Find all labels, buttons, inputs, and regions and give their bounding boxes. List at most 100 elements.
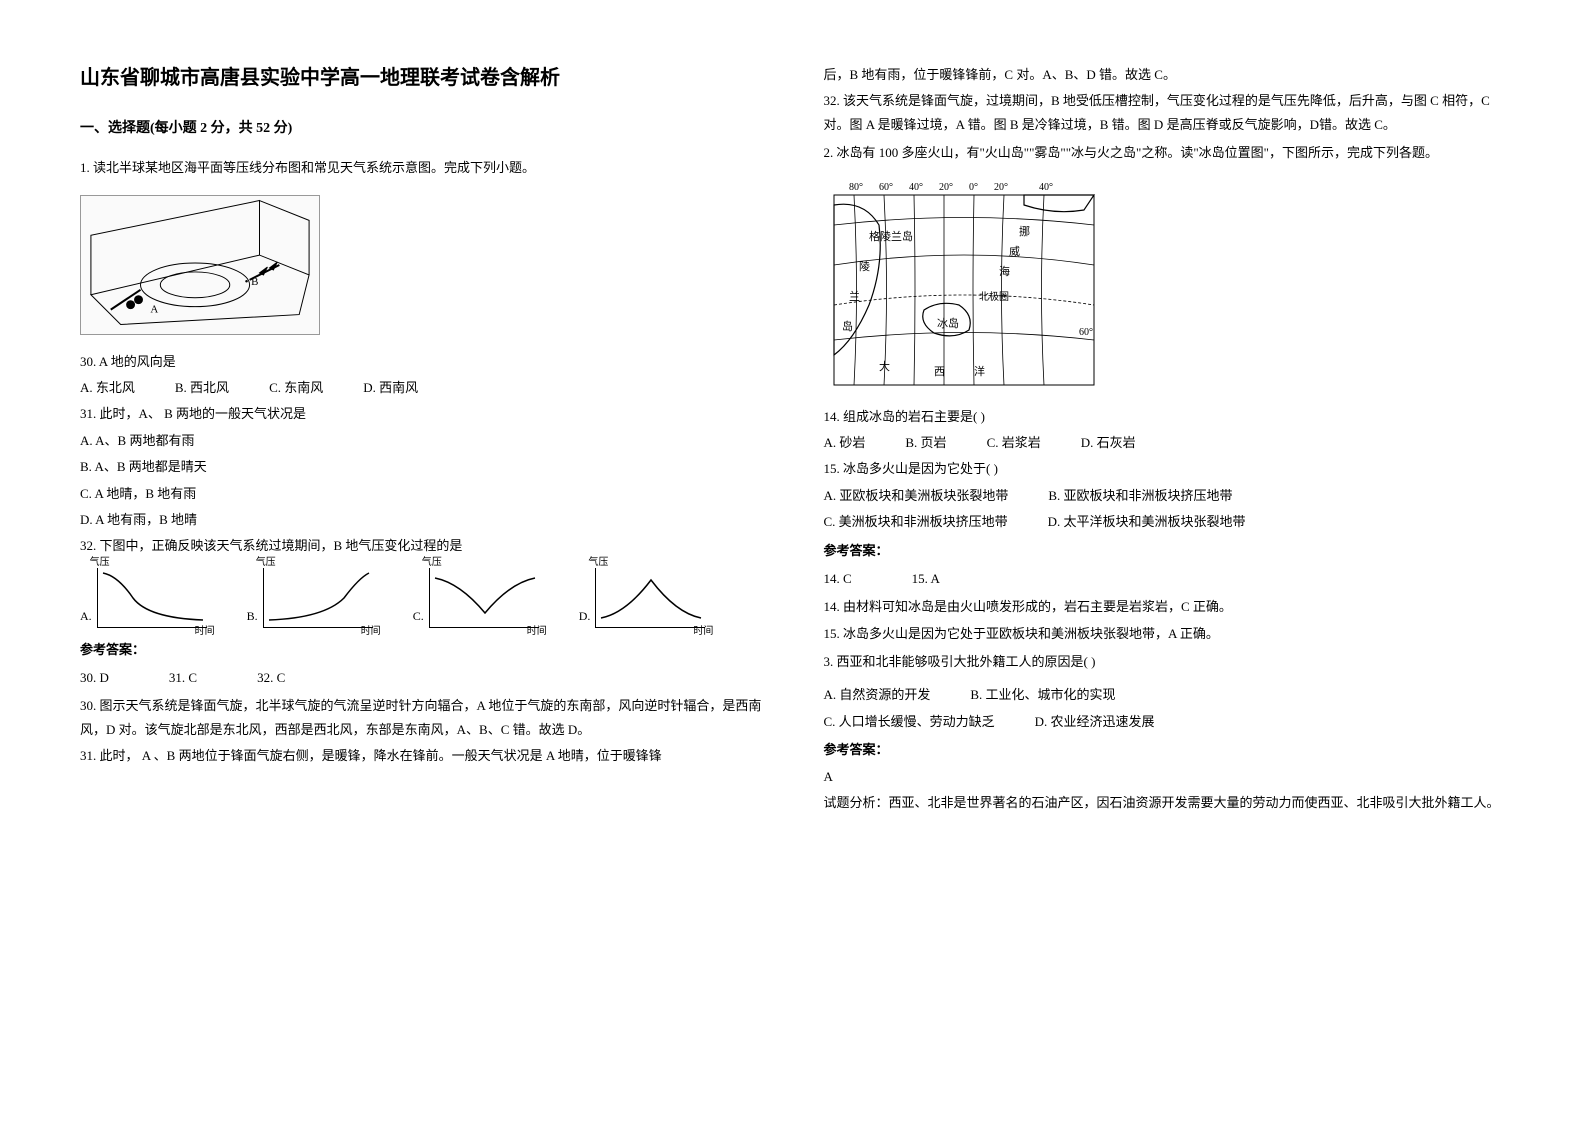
chart-b-label: B. bbox=[247, 606, 258, 628]
ans-31: 31. C bbox=[169, 666, 197, 689]
q30-opt-b: B. 西北风 bbox=[175, 376, 229, 399]
q15-opt-d: D. 太平洋板块和美洲板块张裂地带 bbox=[1048, 510, 1246, 533]
q3-opt-d: D. 农业经济迅速发展 bbox=[1035, 710, 1155, 733]
q31-opt-d: D. A 地有雨，B 地晴 bbox=[80, 508, 764, 531]
curve-a bbox=[103, 573, 203, 620]
lon-40: 40° bbox=[909, 182, 923, 193]
atlantic-3: 洋 bbox=[974, 364, 985, 378]
curve-b bbox=[269, 573, 369, 620]
q30-opt-a: A. 东北风 bbox=[80, 376, 135, 399]
chart-y-axis: 气压 bbox=[256, 554, 276, 572]
q3-opt-a: A. 自然资源的开发 bbox=[824, 683, 931, 706]
q3-opt-b: B. 工业化、城市化的实现 bbox=[970, 683, 1115, 706]
q3-answer-header: 参考答案： bbox=[824, 738, 1508, 761]
q3-opt-c: C. 人口增长缓慢、劳动力缺乏 bbox=[824, 710, 995, 733]
chart-x-axis: 时间 bbox=[195, 623, 215, 641]
ans-30: 30. D bbox=[80, 666, 109, 689]
q14-text: 14. 组成冰岛的岩石主要是( ) bbox=[824, 405, 1508, 428]
chart-a-label: A. bbox=[80, 606, 92, 628]
exp-30: 30. 图示天气系统是锋面气旋，北半球气旋的气流呈逆时针方向辐合，A 地位于气旋… bbox=[80, 694, 764, 741]
atlantic-2: 西 bbox=[934, 366, 945, 378]
q1-answers: 30. D 31. C 32. C bbox=[80, 666, 764, 689]
q30-options: A. 东北风 B. 西北风 C. 东南风 D. 西南风 bbox=[80, 376, 764, 399]
q3-intro: 3. 西亚和北非能够吸引大批外籍工人的原因是( ) bbox=[824, 650, 1508, 673]
lon-20: 20° bbox=[939, 182, 953, 193]
chart-c: C. 气压 时间 bbox=[413, 568, 539, 628]
q14-opt-a: A. 砂岩 bbox=[824, 431, 866, 454]
q2-intro: 2. 冰岛有 100 多座火山，有"火山岛""雾岛""冰与火之岛"之称。读"冰岛… bbox=[824, 141, 1508, 164]
greenland-label: 格陵兰岛 bbox=[869, 229, 913, 243]
svg-text:海: 海 bbox=[999, 264, 1010, 278]
curve-c bbox=[435, 578, 535, 613]
svg-text:兰: 兰 bbox=[849, 290, 860, 303]
lon-80: 80° bbox=[849, 182, 863, 193]
q15-text: 15. 冰岛多火山是因为它处于( ) bbox=[824, 457, 1508, 480]
iceland-label: 冰岛 bbox=[937, 316, 959, 330]
exp-15: 15. 冰岛多火山是因为它处于亚欧板块和美洲板块张裂地带，A 正确。 bbox=[824, 622, 1508, 645]
q31-text: 31. 此时，A、 B 两地的一般天气状况是 bbox=[80, 402, 764, 425]
q32-charts: A. 气压 时间 B. 气压 时间 C. 气压 时间 D. bbox=[80, 568, 764, 628]
chart-c-label: C. bbox=[413, 606, 424, 628]
curve-d bbox=[601, 580, 701, 618]
chart-a-box: 气压 时间 bbox=[97, 568, 207, 628]
section-header: 一、选择题(每小题 2 分，共 52 分) bbox=[80, 116, 764, 141]
svg-text:威: 威 bbox=[1009, 245, 1020, 258]
q2-answer-header: 参考答案： bbox=[824, 539, 1508, 562]
q31-opt-b: B. A、B 两地都是晴天 bbox=[80, 455, 764, 478]
q15-opt-c: C. 美洲板块和非洲板块挤压地带 bbox=[824, 510, 1008, 533]
ans-14: 14. C bbox=[824, 567, 852, 590]
atlantic-1: 大 bbox=[879, 359, 890, 373]
svg-text:• B: • B bbox=[245, 275, 259, 287]
chart-x-axis: 时间 bbox=[693, 623, 713, 641]
exp-32: 32. 该天气系统是锋面气旋，过境期间，B 地受低压槽控制，气压变化过程的是气压… bbox=[824, 89, 1508, 136]
ans-32: 32. C bbox=[257, 666, 285, 689]
chart-d-label: D. bbox=[579, 606, 591, 628]
q3-options-ab: A. 自然资源的开发 B. 工业化、城市化的实现 bbox=[824, 683, 1508, 706]
chart-x-axis: 时间 bbox=[361, 623, 381, 641]
exp-14: 14. 由材料可知冰岛是由火山喷发形成的，岩石主要是岩浆岩，C 正确。 bbox=[824, 595, 1508, 618]
q14-opt-b: B. 页岩 bbox=[905, 431, 946, 454]
q3-exp: 试题分析：西亚、北非是世界著名的石油产区，因石油资源开发需要大量的劳动力而使西亚… bbox=[824, 791, 1508, 814]
ans-15: 15. A bbox=[912, 567, 940, 590]
chart-d: D. 气压 时间 bbox=[579, 568, 706, 628]
q15-options-cd: C. 美洲板块和非洲板块挤压地带 D. 太平洋板块和美洲板块张裂地带 bbox=[824, 510, 1508, 533]
q3-answer: A bbox=[824, 765, 1508, 788]
lat-60: 60° bbox=[1079, 327, 1093, 338]
lon-0: 0° bbox=[969, 182, 978, 193]
svg-text:陵: 陵 bbox=[859, 260, 870, 273]
chart-b: B. 气压 时间 bbox=[247, 568, 373, 628]
chart-d-box: 气压 时间 bbox=[595, 568, 705, 628]
q30-opt-d: D. 西南风 bbox=[363, 376, 418, 399]
q1-intro: 1. 读北半球某地区海平面等压线分布图和常见天气系统示意图。完成下列小题。 bbox=[80, 156, 764, 179]
q15-options-ab: A. 亚欧板块和美洲板块张裂地带 B. 亚欧板块和非洲板块挤压地带 bbox=[824, 484, 1508, 507]
q1-answer-header: 参考答案： bbox=[80, 638, 764, 661]
pressure-map-figure: A • B bbox=[80, 195, 320, 335]
svg-text:A: A bbox=[150, 303, 158, 315]
q3-options-cd: C. 人口增长缓慢、劳动力缺乏 D. 农业经济迅速发展 bbox=[824, 710, 1508, 733]
q30-text: 30. A 地的风向是 bbox=[80, 350, 764, 373]
arctic-label: 北极圈 bbox=[979, 290, 1009, 303]
lon-40e: 40° bbox=[1039, 182, 1053, 193]
right-column: 后，B 地有雨，位于暖锋锋前，C 对。A、B、D 错。故选 C。 32. 该天气… bbox=[824, 60, 1508, 1062]
q15-opt-b: B. 亚欧板块和非洲板块挤压地带 bbox=[1048, 484, 1232, 507]
chart-a: A. 气压 时间 bbox=[80, 568, 207, 628]
q30-opt-c: C. 东南风 bbox=[269, 376, 323, 399]
chart-y-axis: 气压 bbox=[588, 554, 608, 572]
chart-x-axis: 时间 bbox=[527, 623, 547, 641]
exp-31: 31. 此时， A 、B 两地位于锋面气旋右侧，是暖锋，降水在锋前。一般天气状况… bbox=[80, 744, 764, 767]
page-title: 山东省聊城市高唐县实验中学高一地理联考试卷含解析 bbox=[80, 60, 764, 96]
q31-opt-c: C. A 地晴，B 地有雨 bbox=[80, 482, 764, 505]
q31-opt-a: A. A、B 两地都有雨 bbox=[80, 429, 764, 452]
q2-answers: 14. C 15. A bbox=[824, 567, 1508, 590]
lon-20e: 20° bbox=[994, 182, 1008, 193]
svg-text:岛: 岛 bbox=[842, 319, 853, 333]
iceland-map-figure: 80° 60° 40° 20° 0° 20° 40° bbox=[824, 175, 1104, 395]
q14-opt-c: C. 岩浆岩 bbox=[987, 431, 1041, 454]
chart-b-box: 气压 时间 bbox=[263, 568, 373, 628]
q15-opt-a: A. 亚欧板块和美洲板块张裂地带 bbox=[824, 484, 1009, 507]
q14-opt-d: D. 石灰岩 bbox=[1081, 431, 1136, 454]
lon-60: 60° bbox=[879, 182, 893, 193]
q14-options: A. 砂岩 B. 页岩 C. 岩浆岩 D. 石灰岩 bbox=[824, 431, 1508, 454]
chart-c-box: 气压 时间 bbox=[429, 568, 539, 628]
svg-text:挪: 挪 bbox=[1019, 224, 1030, 238]
